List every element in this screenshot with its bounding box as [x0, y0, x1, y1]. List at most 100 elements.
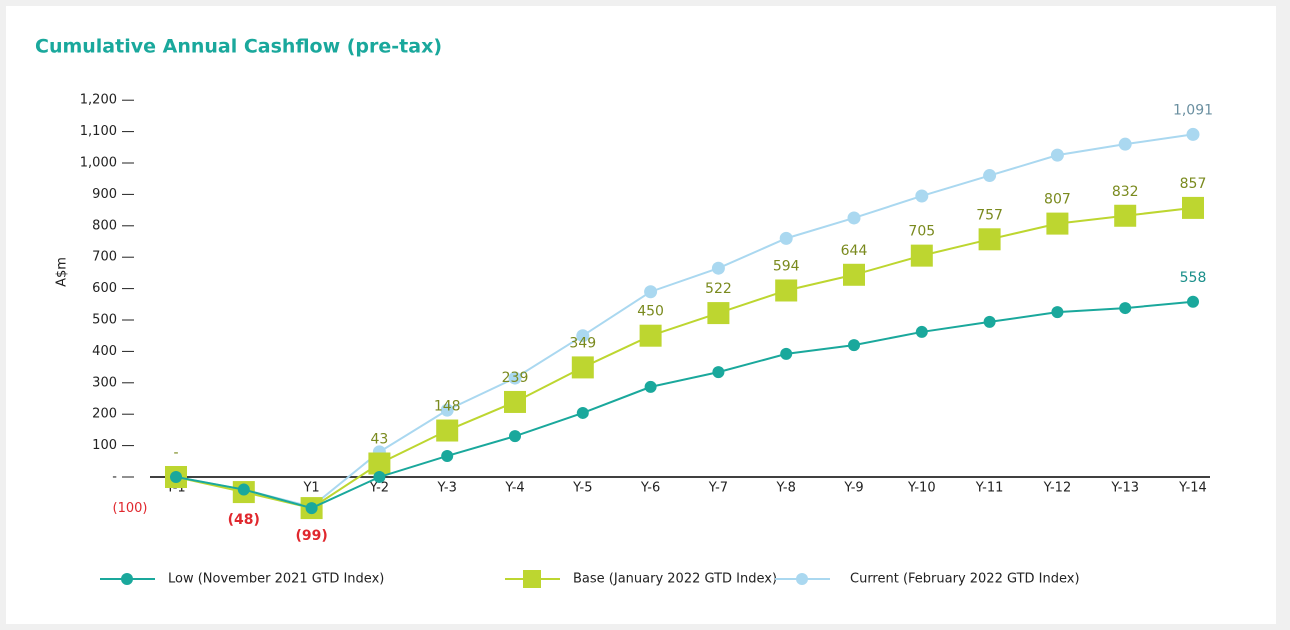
marker — [170, 471, 182, 483]
data-label: 522 — [705, 281, 732, 297]
marker — [1051, 306, 1064, 319]
data-label: 644 — [841, 243, 868, 259]
marker — [237, 483, 250, 496]
marker — [707, 302, 730, 325]
x-tick-label: Y-5 — [572, 481, 592, 496]
y-tick-label: 500 — [92, 313, 117, 328]
marker — [504, 390, 526, 413]
data-label: 594 — [773, 258, 800, 274]
marker — [305, 502, 318, 515]
x-tick-label: Y-8 — [776, 481, 796, 496]
marker — [1114, 204, 1137, 227]
x-tick-label: Y-14 — [1178, 481, 1207, 496]
y-axis-label: A$m — [55, 257, 70, 287]
marker — [915, 189, 929, 203]
x-tick-label: Y-12 — [1043, 481, 1072, 496]
marker — [843, 263, 865, 286]
x-tick-label: Y1 — [302, 481, 319, 496]
marker — [983, 315, 996, 328]
y-tick-label: 1,000 — [80, 156, 117, 171]
marker — [848, 339, 860, 352]
data-label: 558 — [1180, 270, 1207, 286]
y-tick-label: (100) — [113, 501, 148, 516]
y-tick-label: 1,100 — [80, 124, 117, 139]
marker — [644, 380, 657, 393]
series-line — [175, 300, 1194, 510]
x-tick-label: Y-13 — [1110, 481, 1139, 496]
y-tick-label: - — [112, 470, 117, 485]
marker — [508, 371, 522, 385]
data-label: 349 — [569, 335, 596, 351]
data-label: 450 — [637, 304, 664, 320]
legend-marker — [523, 570, 541, 588]
marker — [1182, 196, 1204, 219]
data-label: 857 — [1180, 176, 1207, 192]
marker — [1050, 148, 1064, 162]
card — [6, 6, 1276, 624]
marker — [915, 325, 928, 338]
y-tick-label: 200 — [92, 407, 117, 422]
y-tick-label: 800 — [92, 218, 117, 233]
marker — [1186, 127, 1200, 141]
data-label: 832 — [1112, 184, 1139, 200]
y-tick-label: 100 — [92, 438, 117, 453]
x-tick-label: Y-4 — [504, 481, 524, 496]
marker — [847, 211, 861, 225]
legend-label: Low (November 2021 GTD Index) — [168, 572, 384, 587]
marker — [571, 356, 594, 379]
data-label: (48) — [228, 512, 260, 528]
marker — [576, 329, 590, 343]
marker — [441, 449, 454, 462]
data-label: 757 — [976, 207, 1003, 223]
marker — [780, 347, 793, 360]
marker — [711, 261, 725, 275]
x-tick-label: Y-7 — [708, 481, 728, 496]
marker — [978, 228, 1001, 251]
marker — [639, 324, 662, 347]
data-label: 705 — [908, 224, 935, 240]
x-tick-label: Y-9 — [843, 481, 863, 496]
chart-title: Cumulative Annual Cashflow (pre-tax) — [35, 36, 442, 58]
marker — [368, 452, 391, 475]
marker — [576, 406, 589, 419]
marker — [779, 231, 793, 245]
y-tick-label: 300 — [92, 375, 117, 390]
legend-label: Base (January 2022 GTD Index) — [573, 572, 777, 587]
marker — [373, 471, 386, 483]
x-tick-label: Y-2 — [369, 481, 389, 496]
data-label: 239 — [502, 370, 529, 386]
y-tick-label: 1,200 — [80, 93, 117, 108]
y-tick-label: 900 — [92, 187, 117, 202]
marker — [983, 169, 997, 183]
x-tick-label: Y-10 — [907, 481, 936, 496]
data-label: 43 — [370, 431, 388, 447]
y-tick-label: 400 — [92, 344, 117, 359]
marker — [509, 430, 521, 443]
data-label: 807 — [1044, 192, 1071, 208]
marker — [440, 403, 454, 417]
data-label: (99) — [295, 528, 327, 544]
data-label: 1,091 — [1173, 102, 1213, 118]
legend-marker — [796, 573, 808, 585]
marker — [1046, 212, 1069, 235]
marker — [1118, 137, 1132, 151]
marker — [644, 285, 658, 299]
marker — [1119, 302, 1132, 315]
marker — [910, 244, 933, 267]
data-label: - — [173, 445, 178, 461]
series-line — [175, 133, 1194, 508]
x-tick-label: Y-11 — [975, 481, 1004, 496]
legend-label: Current (February 2022 GTD Index) — [850, 572, 1080, 587]
y-tick-label: 700 — [92, 250, 117, 265]
data-label: 148 — [434, 399, 461, 415]
marker — [775, 279, 798, 302]
marker — [436, 419, 459, 442]
x-tick-label: Y-6 — [640, 481, 660, 496]
y-tick-label: 600 — [92, 281, 117, 296]
marker — [712, 366, 725, 379]
legend-marker — [121, 573, 133, 585]
x-tick-label: Y-3 — [437, 481, 457, 496]
series-line — [175, 206, 1194, 510]
marker — [1187, 295, 1199, 308]
